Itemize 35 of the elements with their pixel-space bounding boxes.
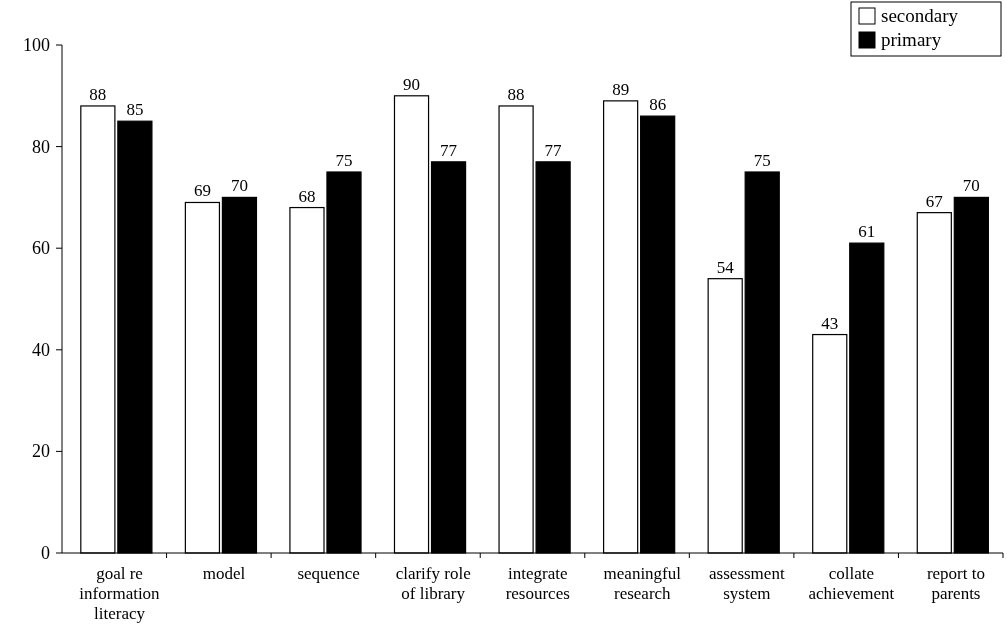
data-label: 77 — [544, 140, 563, 160]
legend-label: secondary — [881, 5, 959, 26]
data-label: 90 — [403, 74, 421, 94]
y-tick-label: 40 — [32, 339, 50, 360]
data-label: 75 — [335, 151, 353, 170]
x-tick-label: model — [202, 564, 246, 583]
x-tick-label: report to parents — [926, 564, 985, 603]
y-tick-label: 100 — [23, 35, 50, 55]
data-label: 77 — [440, 140, 458, 160]
y-tick-label: 80 — [32, 136, 50, 157]
x-tick-label: goal re information literacy — [79, 564, 161, 623]
data-label: 67 — [925, 191, 944, 211]
x-tick-label: meaningful research — [603, 564, 682, 603]
data-label: 69 — [193, 181, 211, 201]
data-label: 86 — [649, 95, 667, 115]
data-label: 68 — [298, 186, 316, 206]
y-tick-label: 60 — [32, 238, 50, 259]
x-tick-label: clarify role of library — [395, 564, 471, 603]
data-label: 54 — [716, 257, 735, 277]
data-label: 88 — [89, 84, 107, 104]
y-tick-label: 0 — [41, 543, 50, 563]
x-tick-label: sequence — [297, 564, 360, 583]
data-label: 85 — [126, 100, 144, 120]
data-label: 70 — [962, 176, 980, 196]
data-label: 61 — [858, 222, 876, 242]
x-tick-label: assessment system — [709, 564, 785, 603]
x-tick-label: integrate resources — [505, 564, 570, 603]
y-tick-label: 20 — [32, 441, 50, 462]
data-label: 70 — [230, 176, 248, 196]
data-label: 75 — [753, 151, 771, 170]
data-label: 43 — [821, 313, 839, 333]
data-label: 88 — [507, 84, 525, 104]
legend-label: primary — [881, 29, 942, 50]
data-label: 89 — [612, 79, 630, 99]
x-tick-label: collate achievement — [808, 564, 895, 603]
